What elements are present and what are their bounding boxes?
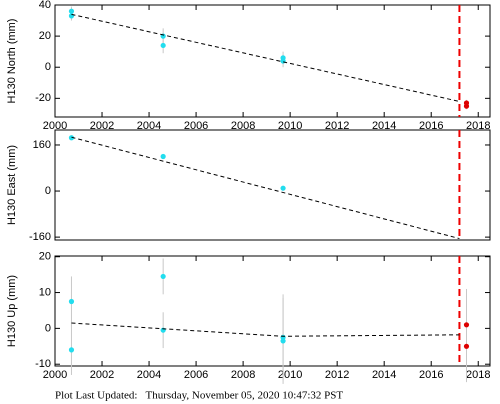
x-tick-label: 2008 bbox=[231, 120, 255, 132]
y-tick-label: -20 bbox=[35, 92, 51, 104]
x-tick-label: 2000 bbox=[43, 369, 67, 381]
plot-frame bbox=[54, 4, 491, 118]
x-tick-label: 2000 bbox=[43, 120, 67, 132]
footer: Plot Last Updated: Thursday, November 05… bbox=[55, 390, 343, 402]
data-point bbox=[280, 58, 286, 64]
x-tick-label: 2002 bbox=[90, 369, 114, 381]
x-tick-label: 2010 bbox=[278, 120, 302, 132]
y-tick-label: -10 bbox=[35, 358, 51, 370]
y-tick-label: -160 bbox=[29, 231, 51, 243]
data-point bbox=[280, 185, 286, 191]
x-tick-label: 2018 bbox=[466, 369, 490, 381]
x-tick-label: 2004 bbox=[137, 120, 161, 132]
data-point bbox=[68, 8, 75, 14]
y-tick-label: 0 bbox=[45, 61, 51, 73]
trend-line bbox=[71, 322, 460, 337]
y-axis-label: H130 Up (mm) bbox=[6, 275, 18, 347]
x-tick-label: 2002 bbox=[90, 120, 114, 132]
x-tick-label: 2004 bbox=[137, 369, 161, 381]
data-point bbox=[68, 135, 75, 141]
data-point bbox=[463, 343, 470, 349]
data-point bbox=[68, 298, 75, 305]
data-point bbox=[68, 347, 75, 353]
data-point bbox=[463, 322, 470, 328]
x-tick-label: 2014 bbox=[372, 369, 396, 381]
y-tick-label: 0 bbox=[45, 322, 51, 334]
trend-line bbox=[71, 136, 460, 240]
x-tick-label: 2016 bbox=[419, 369, 443, 381]
x-tick-label: 2012 bbox=[325, 369, 349, 381]
x-tick-label: 2006 bbox=[184, 120, 208, 132]
y-tick-label: 10 bbox=[39, 286, 51, 298]
y-tick-label: 20 bbox=[39, 251, 51, 263]
x-tick-label: 2016 bbox=[419, 120, 443, 132]
data-point bbox=[463, 103, 470, 109]
y-tick-label: 20 bbox=[39, 30, 51, 42]
y-tick-label: 0 bbox=[45, 185, 51, 197]
plot-frame bbox=[54, 255, 491, 367]
x-tick-label: 2008 bbox=[231, 369, 255, 381]
trend-line bbox=[71, 13, 460, 102]
data-point bbox=[160, 273, 166, 280]
x-tick-label: 2010 bbox=[278, 369, 302, 381]
data-point bbox=[160, 153, 166, 160]
x-tick-label: 2018 bbox=[466, 120, 490, 132]
y-tick-label: 160 bbox=[33, 139, 51, 151]
x-tick-label: 2012 bbox=[325, 120, 349, 132]
y-axis-label: H130 North (mm) bbox=[6, 19, 18, 104]
plot-frame bbox=[54, 129, 491, 241]
data-point bbox=[280, 338, 286, 344]
data-point bbox=[68, 13, 75, 19]
y-tick-label: 40 bbox=[39, 0, 51, 11]
data-point bbox=[160, 42, 166, 49]
x-tick-label: 2014 bbox=[372, 120, 396, 132]
y-axis-label: H130 East (mm) bbox=[6, 145, 18, 225]
x-tick-label: 2006 bbox=[184, 369, 208, 381]
